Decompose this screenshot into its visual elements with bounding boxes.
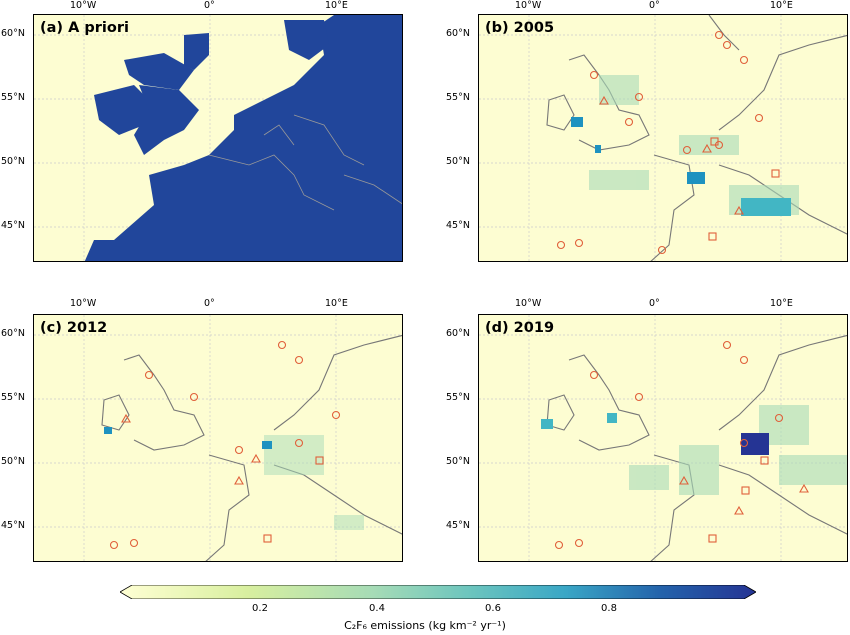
map-a [34, 15, 402, 261]
lon-tick: 10°E [325, 298, 348, 309]
map-d [479, 315, 847, 561]
colorbar-tick: 0.6 [485, 603, 501, 614]
lon-tick: 10°E [770, 298, 793, 309]
site-markers [556, 30, 780, 255]
lat-tick: 60°N [1, 28, 25, 39]
lon-tick: 10°E [770, 0, 793, 11]
lat-tick: 60°N [1, 328, 25, 339]
lat-tick: 45°N [446, 520, 470, 531]
lat-tick: 55°N [446, 392, 470, 403]
lat-tick: 50°N [446, 456, 470, 467]
panel-a: (a) A priori [33, 14, 403, 262]
lat-tick: 50°N [1, 156, 25, 167]
lon-tick: 0° [204, 0, 215, 11]
lat-tick: 45°N [1, 220, 25, 231]
colorbar-label: C₂F₆ emissions (kg km⁻² yr⁻¹) [344, 619, 506, 632]
lon-tick: 0° [204, 298, 215, 309]
colorbar-tick: 0.2 [252, 603, 268, 614]
colorbar-tick: 0.4 [369, 603, 385, 614]
panel-c-title: (c) 2012 [40, 320, 108, 336]
panel-b: (b) 2005 [478, 14, 848, 262]
panel-a-title: (a) A priori [40, 20, 129, 36]
colorbar [119, 584, 757, 600]
map-b [479, 15, 847, 261]
lat-tick: 55°N [446, 92, 470, 103]
colorbar-tick: 0.8 [601, 603, 617, 614]
lat-tick: 45°N [446, 220, 470, 231]
panel-d-title: (d) 2019 [485, 320, 555, 336]
lat-tick: 50°N [446, 156, 470, 167]
lon-tick: 10°W [515, 298, 542, 309]
lon-tick: 10°E [325, 0, 348, 11]
lat-tick: 55°N [1, 92, 25, 103]
apriori-emission-field [84, 15, 402, 261]
lat-tick: 55°N [1, 392, 25, 403]
panel-d: (d) 2019 [478, 314, 848, 562]
map-c [34, 315, 402, 561]
lat-tick: 45°N [1, 520, 25, 531]
lat-tick: 50°N [1, 456, 25, 467]
lat-tick: 60°N [446, 28, 470, 39]
lat-tick: 60°N [446, 328, 470, 339]
lon-tick: 10°W [515, 0, 542, 11]
panel-b-title: (b) 2005 [485, 20, 555, 36]
lon-tick: 0° [649, 0, 660, 11]
lon-tick: 10°W [70, 298, 97, 309]
panel-c: (c) 2012 [33, 314, 403, 562]
lon-tick: 10°W [70, 0, 97, 11]
lon-tick: 0° [649, 298, 660, 309]
